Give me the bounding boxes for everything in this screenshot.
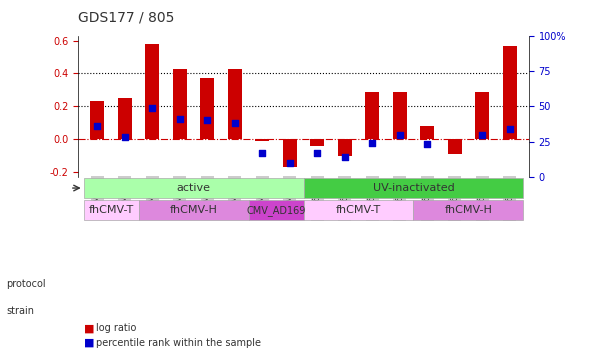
Bar: [420, 126, 434, 139]
Bar: [249, 200, 304, 220]
Point: [230, 120, 240, 126]
Point: [93, 123, 102, 129]
Point: [147, 105, 157, 111]
Point: [477, 132, 487, 137]
Bar: [475, 91, 489, 139]
Bar: [118, 98, 132, 139]
Point: [257, 150, 267, 156]
Bar: [84, 178, 304, 198]
Bar: [201, 79, 214, 139]
Bar: [304, 200, 413, 220]
Bar: [365, 91, 379, 139]
Bar: [310, 139, 324, 146]
Point: [203, 117, 212, 123]
Point: [285, 160, 294, 166]
Text: CMV_AD169: CMV_AD169: [246, 205, 306, 216]
Bar: [503, 46, 516, 139]
Text: fhCMV-T: fhCMV-T: [336, 205, 381, 215]
Text: fhCMV-H: fhCMV-H: [169, 205, 218, 215]
Bar: [145, 44, 159, 139]
Bar: [84, 200, 139, 220]
Text: fhCMV-T: fhCMV-T: [88, 205, 134, 215]
Point: [120, 135, 130, 140]
Point: [505, 126, 514, 132]
Bar: [413, 200, 523, 220]
Text: strain: strain: [6, 306, 34, 316]
Text: log ratio: log ratio: [96, 323, 136, 333]
Bar: [91, 101, 104, 139]
Point: [340, 154, 350, 160]
Text: ■: ■: [84, 323, 94, 333]
Point: [395, 132, 404, 137]
Text: GDS177 / 805: GDS177 / 805: [78, 11, 174, 25]
Bar: [139, 200, 249, 220]
Text: protocol: protocol: [6, 279, 46, 289]
Point: [175, 116, 185, 122]
Text: UV-inactivated: UV-inactivated: [373, 183, 454, 193]
Point: [367, 140, 377, 146]
Bar: [448, 139, 462, 154]
Bar: [338, 139, 352, 156]
Text: active: active: [177, 183, 210, 193]
Point: [313, 150, 322, 156]
Bar: [173, 69, 187, 139]
Text: fhCMV-H: fhCMV-H: [445, 205, 492, 215]
Bar: [283, 139, 297, 167]
Text: percentile rank within the sample: percentile rank within the sample: [96, 338, 261, 348]
Text: ■: ■: [84, 338, 94, 348]
Bar: [255, 139, 269, 141]
Bar: [393, 91, 406, 139]
Bar: [304, 178, 523, 198]
Bar: [228, 69, 242, 139]
Point: [423, 142, 432, 147]
